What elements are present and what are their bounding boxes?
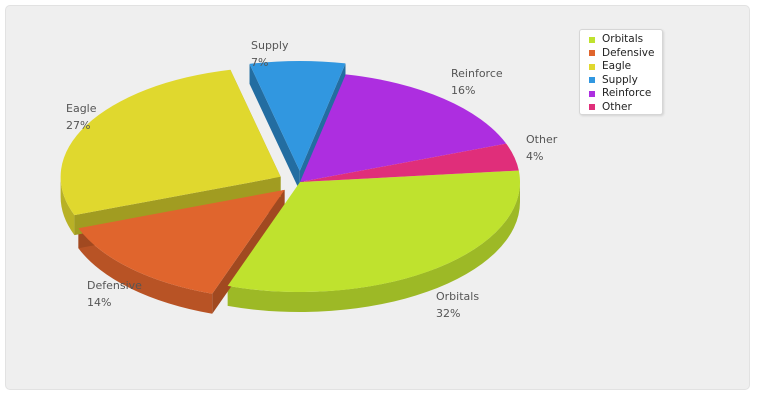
slice-label-value: 7%	[251, 56, 268, 69]
slice-label-value: 27%	[66, 119, 90, 132]
legend-item-orbitals[interactable]: Orbitals	[589, 33, 662, 47]
pie-slice-reinforce[interactable]	[300, 74, 507, 182]
pie-slice-defensive[interactable]	[78, 189, 285, 294]
legend-label: Eagle	[602, 60, 632, 73]
pie-labels: Orbitals 32% Defensive 14% Eagle 27% Sup…	[66, 39, 558, 320]
slice-label-name: Orbitals	[436, 290, 479, 303]
legend-item-reinforce[interactable]: Reinforce	[589, 87, 662, 101]
legend-item-other[interactable]: Other	[589, 101, 662, 115]
pie-slice-eagle[interactable]	[60, 69, 281, 216]
slice-label-name: Supply	[251, 39, 289, 52]
pie-slice-side	[60, 176, 75, 236]
legend-swatch	[589, 36, 595, 43]
legend-item-defensive[interactable]: Defensive	[589, 47, 662, 61]
slice-label-name: Eagle	[66, 102, 97, 115]
slice-label-name: Other	[526, 133, 558, 146]
pie-slice-cut-face	[249, 63, 300, 192]
legend-swatch	[589, 104, 595, 111]
pie-slice-other[interactable]	[300, 143, 519, 182]
pie-slice-orbitals[interactable]	[227, 170, 520, 292]
slice-label-value: 16%	[451, 84, 475, 97]
pie-slice-side	[78, 228, 213, 314]
pie-slices	[60, 61, 520, 294]
legend-label: Supply	[602, 73, 638, 86]
slice-label-name: Defensive	[87, 279, 142, 292]
legend-item-supply[interactable]: Supply	[589, 74, 662, 88]
slice-label-value: 14%	[87, 296, 111, 309]
chart-legend: Orbitals Defensive Eagle Supply Reinforc…	[579, 29, 663, 115]
legend-swatch	[589, 63, 595, 70]
legend-label: Defensive	[602, 46, 655, 59]
slice-label-value: 4%	[526, 150, 543, 163]
slice-label-value: 32%	[436, 307, 460, 320]
legend-swatch	[589, 77, 595, 84]
legend-label: Orbitals	[602, 33, 644, 46]
legend-label: Other	[602, 100, 632, 113]
legend-swatch	[589, 90, 595, 97]
legend-label: Reinforce	[602, 87, 652, 100]
pie-slice-side	[227, 182, 520, 312]
legend-item-eagle[interactable]: Eagle	[589, 60, 662, 74]
legend-swatch	[589, 50, 595, 57]
pie-slice-supply[interactable]	[249, 61, 346, 172]
slice-label-name: Reinforce	[451, 67, 503, 80]
